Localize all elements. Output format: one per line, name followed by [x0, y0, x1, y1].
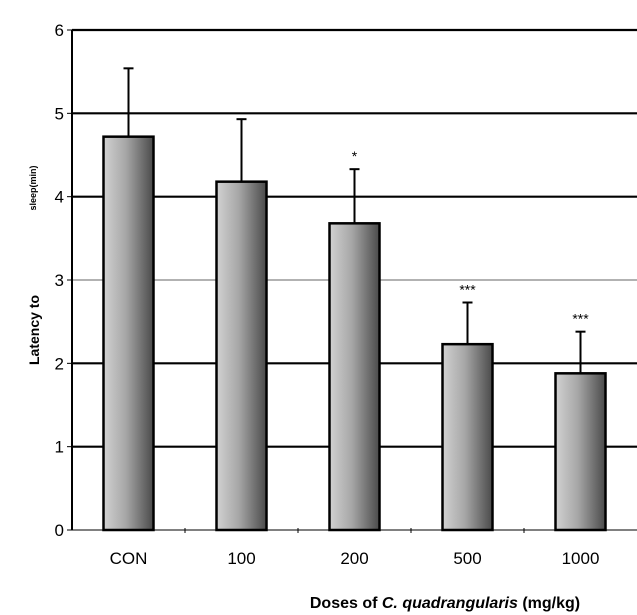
y-tick-label-6: 6 [55, 21, 64, 40]
x-axis-label: Doses of C. quadrangularis (mg/kg) [310, 595, 580, 612]
y-tick-label-3: 3 [55, 271, 64, 290]
bar-1000 [554, 372, 607, 532]
error-bars [123, 67, 586, 374]
bar-200 [328, 222, 381, 532]
x-axis-label-italic: C. quadrangularis [382, 595, 518, 612]
bar-500 [441, 342, 494, 532]
bar-100 [215, 180, 268, 532]
bar-CON [102, 135, 155, 532]
y-tick-label-4: 4 [55, 188, 64, 207]
x-axis-label-prefix: Doses of [310, 595, 382, 612]
y-tick-label-2: 2 [55, 354, 64, 373]
gridlines [72, 28, 637, 448]
y-tick-label-0: 0 [55, 521, 64, 540]
y-axis-label: Latency to [26, 295, 42, 365]
x-tick-label-500: 500 [453, 549, 481, 568]
tick-labels: 0 1 2 3 4 5 6 CON 100 * 200 *** 500 *** 1000 [55, 21, 600, 568]
significance-200: * [352, 148, 358, 164]
x-tick-label-100: 100 [227, 549, 255, 568]
x-tick-label-200: 200 [340, 549, 368, 568]
x-axis-label-suffix: (mg/kg) [518, 595, 580, 612]
significance-500: *** [459, 282, 476, 298]
y-axis-label-main: Latency to [26, 295, 42, 365]
y-tick-label-5: 5 [55, 104, 64, 123]
x-tick-label-1000: 1000 [562, 549, 600, 568]
y-tick-label-1: 1 [55, 438, 64, 457]
y-axis-label-sub: sleep(min) [28, 165, 38, 210]
significance-1000: *** [572, 311, 589, 327]
x-tick-label-CON: CON [110, 549, 148, 568]
